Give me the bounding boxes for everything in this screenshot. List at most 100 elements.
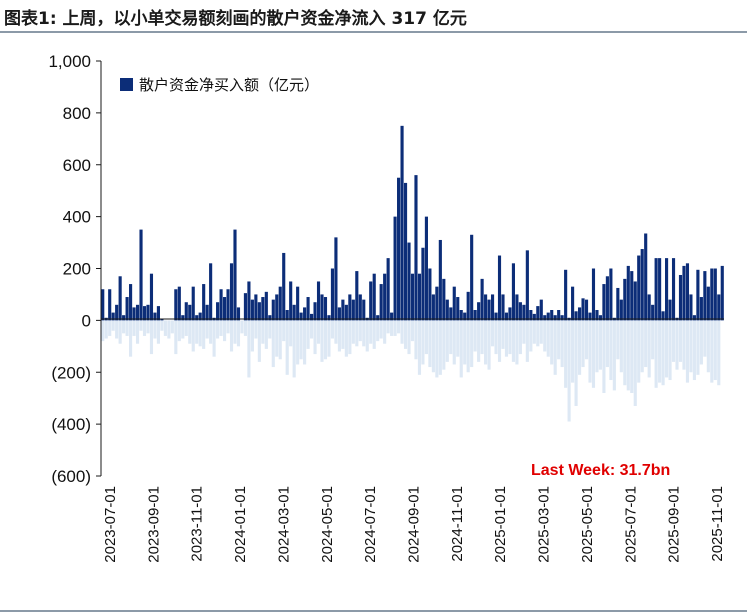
buy-bar [132, 307, 136, 321]
buy-bar [435, 286, 439, 321]
buy-bar [689, 294, 693, 321]
buy-bar [195, 315, 199, 321]
sell-bar [699, 320, 703, 365]
buy-bar [149, 273, 154, 321]
buy-bar [616, 287, 620, 321]
chart-title: 图表1: 上周，以小单交易额刻画的散户资金净流入 317 亿元 [4, 9, 467, 29]
sell-bars [101, 320, 721, 422]
sell-bar [424, 320, 428, 355]
sell-bar [104, 320, 108, 339]
buy-bar [605, 276, 609, 321]
buy-bar [658, 258, 662, 321]
buy-bar [494, 312, 498, 321]
sell-bar [477, 320, 481, 362]
buy-bar [581, 298, 585, 321]
buy-bar [125, 297, 129, 321]
sell-bar [275, 320, 279, 357]
sell-bar [390, 320, 394, 336]
buy-bar [557, 310, 561, 321]
sell-bar [376, 320, 380, 342]
buy-bar [644, 233, 648, 321]
sell-bar [571, 320, 575, 383]
buy-bar [477, 302, 481, 321]
sell-bar [195, 320, 199, 344]
sell-bar [581, 320, 585, 368]
x-tick-label: 2025-07-01 [622, 486, 639, 563]
buy-bar [358, 294, 362, 321]
sell-bar [132, 320, 136, 336]
sell-bar [445, 320, 449, 362]
sell-bar [386, 320, 390, 334]
x-axis-ticks: 2023-07-01 2023-09-01 2023-11-01 2024-01-01… [102, 486, 726, 563]
sell-bar [264, 320, 268, 349]
sell-bar [696, 320, 700, 375]
buy-bar [410, 273, 415, 321]
buy-bar [518, 302, 522, 321]
sell-bar [557, 320, 561, 360]
sell-bar [494, 320, 498, 355]
buy-bar [623, 278, 627, 321]
buy-bar [532, 313, 536, 321]
sell-bar [546, 320, 550, 357]
sell-bar [222, 320, 227, 342]
buy-bar [316, 281, 321, 321]
sell-bar [122, 320, 126, 334]
buy-bar [543, 315, 547, 321]
sell-bar [689, 320, 693, 373]
buy-bar [229, 263, 234, 321]
bottom-rule [0, 610, 747, 612]
buy-bar [424, 216, 428, 321]
sell-bar [125, 320, 129, 336]
x-tick-label: 2023-09-01 [145, 486, 162, 563]
buy-bar [445, 299, 449, 321]
buy-bar [216, 302, 220, 321]
sell-bar [410, 320, 415, 342]
sell-bar [435, 320, 439, 378]
sell-bar [710, 320, 714, 383]
sell-bar [564, 320, 568, 388]
x-tick-label: 2024-01-01 [232, 486, 249, 563]
sell-bar [567, 320, 571, 422]
sell-bar [285, 320, 289, 375]
sell-bar [633, 320, 637, 406]
sell-bar [539, 320, 543, 344]
sell-bar [626, 320, 630, 391]
sell-bar [602, 320, 606, 393]
sell-bar [250, 320, 254, 352]
sell-bar [254, 320, 258, 339]
sell-bar [459, 320, 463, 378]
sell-bar [647, 320, 651, 378]
sell-bar [654, 320, 658, 388]
buy-bar [647, 294, 651, 321]
sell-bar [323, 320, 328, 360]
sell-bar [212, 320, 216, 357]
sell-bar [511, 320, 515, 362]
x-tick-label: 2024-09-01 [406, 486, 423, 563]
buy-bar [376, 315, 380, 321]
x-tick-label: 2024-03-01 [275, 486, 292, 563]
sell-bar [355, 320, 359, 347]
buy-bar [327, 315, 331, 321]
sell-bar [407, 320, 411, 355]
buy-bar [598, 315, 603, 321]
buy-bar [696, 269, 700, 321]
buy-bar [564, 269, 568, 321]
sell-bar [156, 320, 160, 344]
x-tick-label: 2025-09-01 [666, 486, 683, 563]
buy-bar [101, 289, 105, 321]
sell-bar [372, 320, 376, 349]
buy-bar [397, 177, 401, 321]
sell-bar [247, 320, 251, 378]
buy-bar [473, 310, 477, 321]
sell-bar [365, 320, 369, 352]
sell-bar [306, 320, 310, 349]
sell-bar [518, 320, 522, 355]
buy-bar [452, 286, 456, 321]
buy-bar [536, 306, 540, 321]
buy-bar [372, 273, 376, 321]
buy-bar [122, 315, 126, 321]
sell-bar [142, 320, 147, 336]
buy-bar [233, 229, 237, 321]
sell-bar [487, 320, 491, 370]
